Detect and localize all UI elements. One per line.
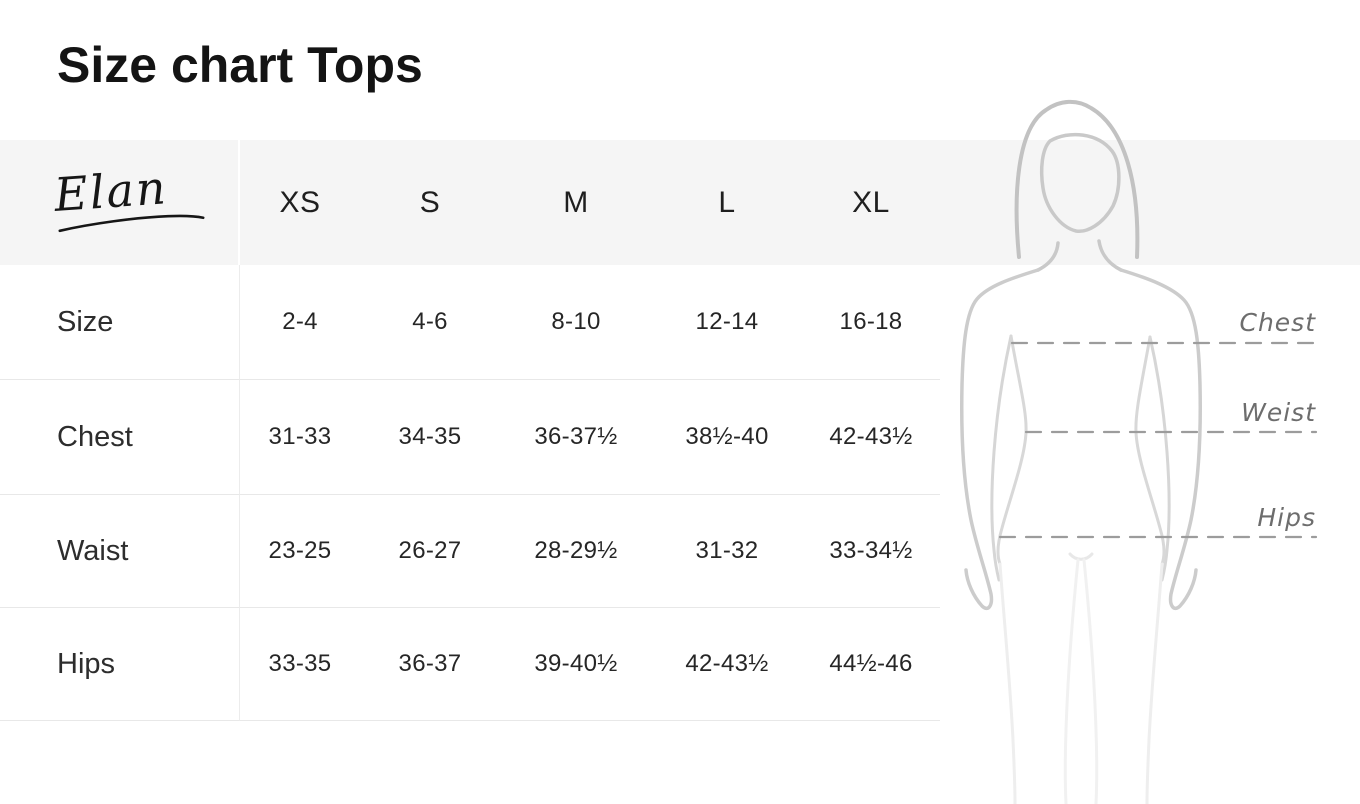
torso-right-outline — [1134, 335, 1166, 566]
cell-waist-xl: 33-34½ — [802, 495, 940, 608]
cell-size-s: 4-6 — [360, 265, 500, 380]
right-inner-arm — [1148, 335, 1171, 582]
column-header-xl: XL — [852, 185, 890, 219]
right-leg-outer — [1145, 562, 1164, 804]
cell-chest-l: 38½-40 — [652, 380, 802, 495]
crotch-line — [1068, 552, 1094, 561]
cell-hips-m: 39-40½ — [500, 608, 652, 721]
cell-waist-s: 26-27 — [360, 495, 500, 608]
column-header-s: S — [419, 185, 441, 219]
cell-waist-xs: 23-25 — [240, 495, 360, 608]
cell-hips-l: 42-43½ — [652, 608, 802, 721]
label-chest: Chest — [1239, 308, 1316, 337]
label-waist: Weist — [1241, 398, 1316, 427]
cell-size-xl: 16-18 — [802, 265, 940, 380]
cell-waist-l: 31-32 — [652, 495, 802, 608]
cell-size-xs: 2-4 — [240, 265, 360, 380]
left-inner-arm — [990, 334, 1013, 582]
column-header-m: M — [563, 185, 589, 219]
brand-signature: Elan — [52, 159, 207, 233]
right-leg-inner — [1082, 558, 1099, 804]
cell-waist-m: 28-29½ — [500, 495, 652, 608]
cell-hips-s: 36-37 — [360, 608, 500, 721]
row-label-size: Size — [0, 265, 240, 380]
row-label-waist: Waist — [0, 495, 240, 608]
cell-size-l: 12-14 — [652, 265, 802, 380]
right-arm-outline — [1119, 268, 1202, 611]
column-header-xs: XS — [279, 185, 321, 219]
cell-chest-xl: 42-43½ — [802, 380, 940, 495]
cell-hips-xl: 44½-46 — [802, 608, 940, 721]
left-leg-inner — [1063, 558, 1080, 804]
row-label-chest: Chest — [0, 380, 240, 495]
torso-left-outline — [996, 334, 1028, 566]
left-arm-outline — [960, 268, 1040, 611]
brand-logo-text: Elan — [52, 159, 170, 222]
cell-hips-xs: 33-35 — [240, 608, 360, 721]
cell-chest-xs: 31-33 — [240, 380, 360, 495]
row-label-hips: Hips — [0, 608, 240, 721]
label-hips: Hips — [1257, 503, 1316, 532]
size-table: Elan XS S M L XL Size 2-4 4-6 8-10 12-14… — [0, 140, 940, 721]
cell-size-m: 8-10 — [500, 265, 652, 380]
brand-underline — [58, 214, 205, 232]
page-title: Size chart Tops — [57, 37, 423, 93]
cell-chest-s: 34-35 — [360, 380, 500, 495]
brand-logo: Elan — [0, 140, 240, 265]
left-leg-outer — [998, 562, 1017, 804]
cell-chest-m: 36-37½ — [500, 380, 652, 495]
column-header-l: L — [718, 185, 736, 219]
